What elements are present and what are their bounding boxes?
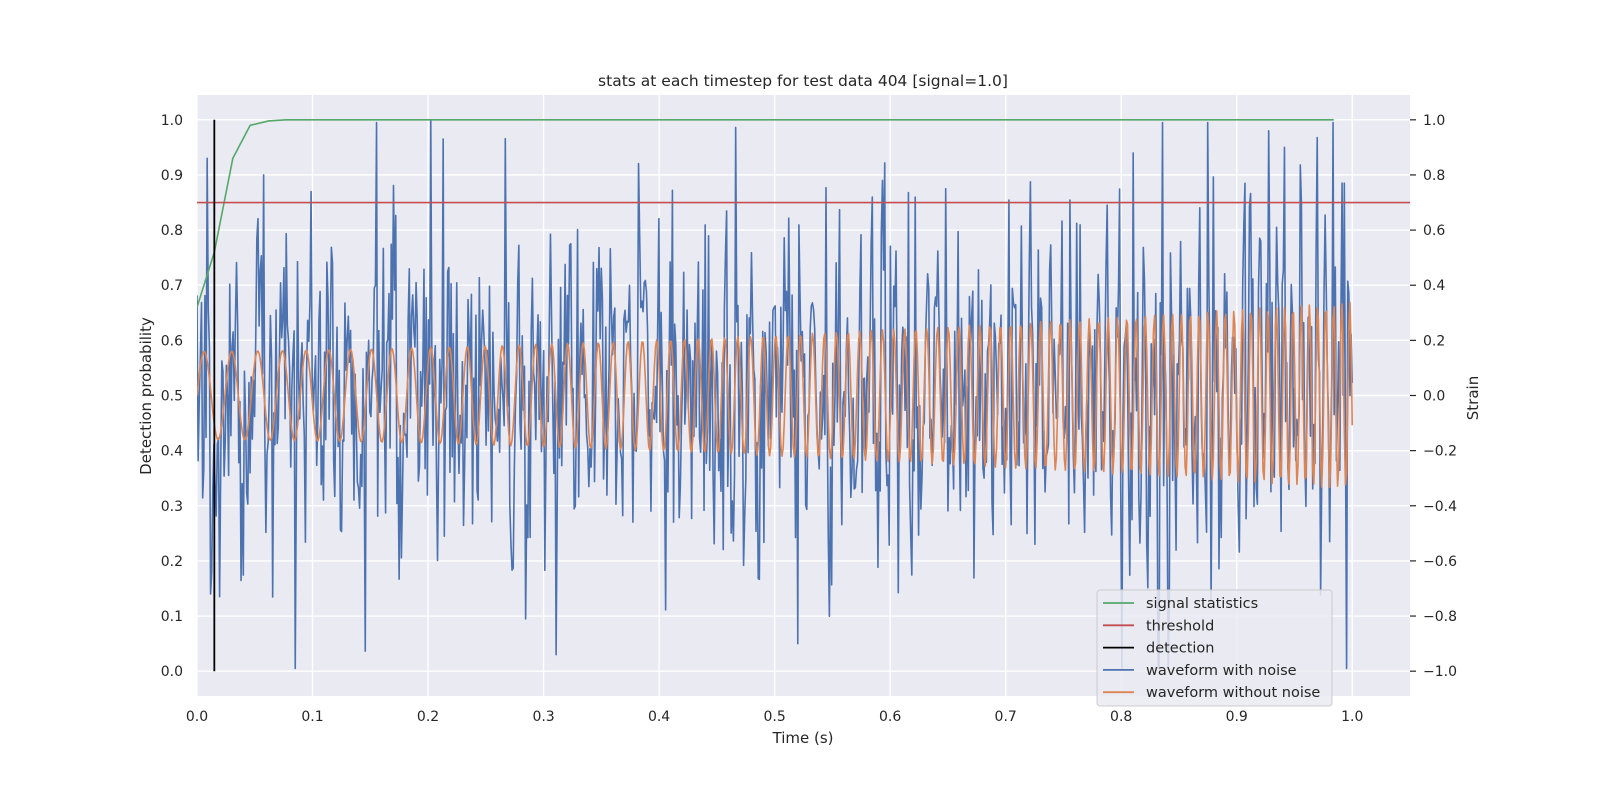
x-axis: 0.0 0.1 0.2 0.3 0.4 0.5 0.6 0.7 0.8 0.9 1.0: [186, 709, 1364, 725]
y-right-tick-label: 0.2: [1423, 333, 1445, 349]
y-axis-right-title: Strain: [1464, 376, 1482, 420]
y-right-tick-label: −1.0: [1423, 664, 1457, 680]
series-layer: [197, 119, 1410, 672]
y-axis-right: −1.0 −0.8 −0.6 −0.4 −0.2 0.0 0.2 0.4 0.6 0.8 1.0: [1410, 113, 1457, 680]
y-right-tick-label: −0.6: [1423, 554, 1457, 570]
y-right-tick-label: 1.0: [1423, 113, 1445, 129]
y-left-tick-label: 0.5: [161, 389, 183, 405]
x-tick-label: 1.0: [1341, 709, 1363, 725]
x-tick-label: 0.4: [648, 709, 670, 725]
y-right-tick-label: 0.4: [1423, 278, 1445, 294]
y-left-tick-label: 0.6: [161, 333, 183, 349]
y-left-tick-label: 0.0: [161, 664, 183, 680]
y-axis-left: 0.0 0.1 0.2 0.3 0.4 0.5 0.6 0.7 0.8 0.9 1.0: [161, 113, 183, 680]
y-right-tick-label: −0.8: [1423, 609, 1457, 625]
x-tick-label: 0.0: [186, 709, 208, 725]
x-tick-label: 0.8: [1110, 709, 1132, 725]
y-left-tick-label: 0.2: [161, 554, 183, 570]
series-signal-statistics: [197, 119, 1334, 308]
x-tick-label: 0.9: [1226, 709, 1248, 725]
x-tick-label: 0.7: [995, 709, 1017, 725]
legend-box: [1096, 589, 1333, 707]
y-axis-left-title: Detection probability: [137, 317, 155, 475]
x-tick-label: 0.5: [763, 709, 785, 725]
y-left-tick-label: 0.1: [161, 609, 183, 625]
y-left-tick-label: 0.9: [161, 168, 183, 184]
x-tick-label: 0.1: [301, 709, 323, 725]
y-left-tick-label: 0.3: [161, 499, 183, 515]
y-left-tick-label: 1.0: [161, 113, 183, 129]
y-right-tick-label: −0.2: [1423, 444, 1457, 460]
legend-label: waveform with noise: [1146, 663, 1297, 679]
legend-label: signal statistics: [1146, 596, 1258, 612]
legend-label: waveform without noise: [1146, 685, 1320, 701]
y-right-tick-label: 0.8: [1423, 168, 1445, 184]
legend: signal statistics threshold detection wavef…: [1096, 589, 1333, 707]
y-right-tick-label: 0.6: [1423, 223, 1445, 239]
y-right-tick-label: −0.4: [1423, 499, 1457, 515]
y-right-tick-label: 0.0: [1423, 389, 1445, 405]
legend-label: detection: [1146, 641, 1214, 657]
x-tick-label: 0.3: [532, 709, 554, 725]
y-left-tick-label: 0.7: [161, 278, 183, 294]
x-axis-title: Time (s): [772, 729, 834, 747]
x-tick-label: 0.6: [879, 709, 901, 725]
legend-label: threshold: [1146, 618, 1214, 634]
series-waveform-with-noise: [197, 119, 1354, 670]
series-waveform-without-noise: [197, 301, 1354, 489]
chart-title: stats at each timestep for test data 404…: [598, 72, 1008, 90]
x-tick-label: 0.2: [417, 709, 439, 725]
y-left-tick-label: 0.4: [161, 444, 183, 460]
y-left-tick-label: 0.8: [161, 223, 183, 239]
